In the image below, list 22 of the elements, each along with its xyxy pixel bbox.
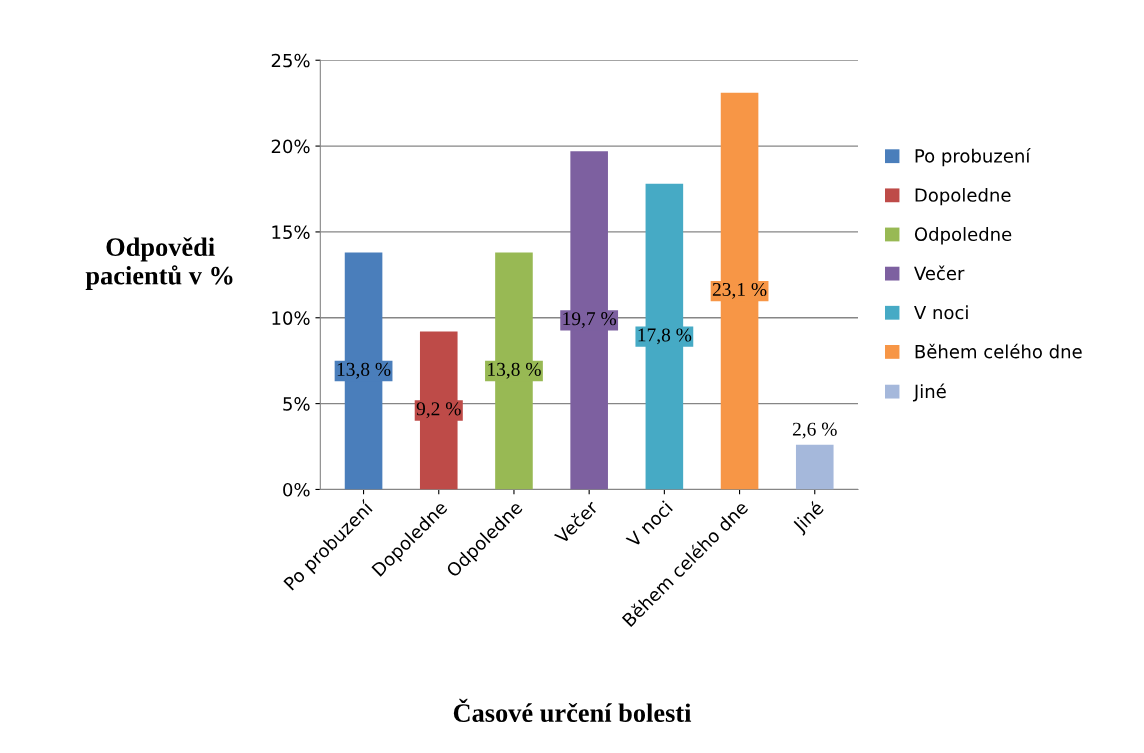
y-tick-label: 25%: [271, 53, 310, 68]
y-tick-label: 5%: [283, 397, 310, 411]
y-axis-title: Odpovědi pacientů v %: [85, 237, 233, 290]
legend-label: V noci: [914, 305, 968, 320]
y-tick-label: 15%: [272, 225, 310, 240]
x-axis-title: Časové určení bolesti: [453, 698, 692, 723]
data-label: 2,6 %: [792, 422, 837, 439]
data-label: 9,2 %: [416, 402, 461, 419]
legend-label: Po probuzení: [915, 148, 1031, 167]
data-label: 19,7 %: [563, 312, 617, 329]
legend-label: Večer: [914, 265, 965, 281]
y-tick-label: 0%: [283, 482, 310, 497]
legend-label: Jiné: [912, 383, 946, 402]
data-label: 23,1 %: [712, 282, 767, 299]
data-label: 17,8 %: [638, 328, 692, 345]
legend-label: Během celého dne: [915, 343, 1082, 359]
legend-label: Dopoledne: [915, 187, 1011, 206]
data-label: 13,8 %: [337, 362, 391, 379]
y-tick-label: 20%: [271, 139, 310, 154]
data-label: 13,8 %: [488, 362, 541, 379]
y-tick-label: 10%: [272, 311, 310, 325]
legend-label: Odpoledne: [914, 227, 1012, 245]
